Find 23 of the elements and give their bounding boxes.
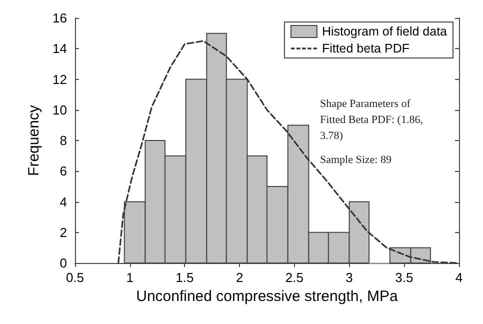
y-tick-label: 8 [60, 133, 67, 148]
annotation: Shape Parameters of Fitted Beta PDF: (1.86, 3.78) [320, 98, 426, 142]
x-tick-label: 0.5 [66, 270, 84, 285]
x-tick-label: 1.5 [176, 270, 194, 285]
legend-label: Histogram of field data [322, 24, 448, 38]
y-axis-title: Frequency [26, 104, 43, 176]
annotation: Sample Size: 89 [320, 154, 392, 166]
x-tick-label: 4 [455, 270, 463, 285]
y-tick-label: 12 [52, 72, 67, 87]
x-tick-label: 3.5 [395, 270, 414, 285]
x-axis-title: Unconfined compressive strength, MPa [136, 288, 399, 305]
y-tick-label: 14 [52, 41, 67, 56]
legend-label: Fitted beta PDF [322, 42, 410, 56]
x-tick-label: 2.5 [285, 270, 304, 285]
y-tick-label: 16 [52, 10, 67, 26]
x-tick-label: 1 [126, 270, 134, 285]
y-tick-label: 10 [52, 102, 67, 118]
y-tick-label: 6 [60, 164, 67, 179]
x-tick-label: 3 [346, 270, 353, 285]
y-tick-label: 2 [60, 224, 67, 240]
y-tick-label: 4 [60, 194, 67, 210]
y-tick-label: 0 [60, 256, 67, 270]
x-tick-label: 2 [236, 270, 244, 285]
